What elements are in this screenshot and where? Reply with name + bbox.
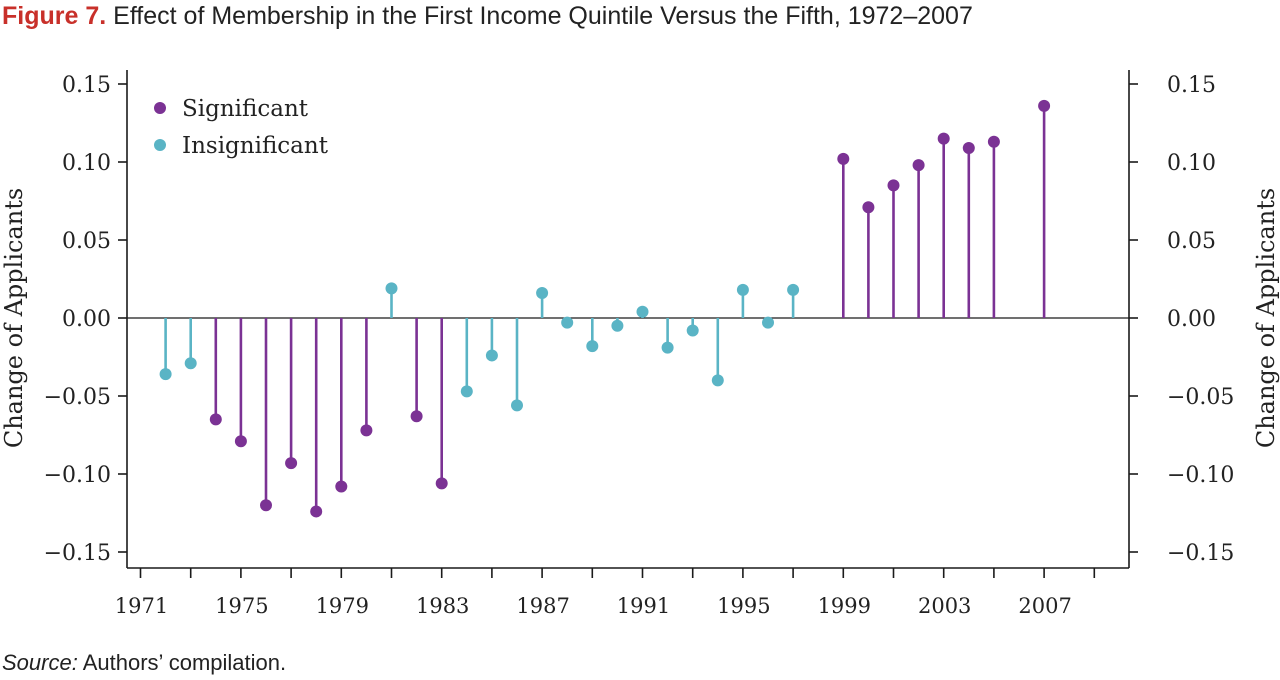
figure-title-text: Effect of Membership in the First Income… (113, 2, 973, 30)
data-point (536, 287, 549, 300)
source-text: Authors’ compilation. (82, 650, 287, 675)
stems (159, 99, 1051, 518)
data-point (987, 135, 1000, 148)
data-point (1038, 99, 1051, 112)
y-axis-title-left: Change of Applicants (0, 188, 28, 448)
legend-label: Significant (182, 96, 309, 122)
x-tick-label: 1991 (617, 594, 670, 618)
y-tick-label-left: 0.15 (62, 73, 111, 98)
x-tick-label: 2003 (918, 594, 971, 618)
y-tick-label-right: −0.15 (1167, 541, 1234, 566)
data-point (310, 505, 323, 518)
data-point (937, 132, 950, 145)
x-tick-label: 1975 (215, 594, 268, 618)
y-tick-label-left: 0.00 (62, 307, 111, 332)
legend-label: Insignificant (182, 133, 329, 159)
data-point (787, 283, 800, 296)
x-tick-label: 1999 (818, 594, 871, 618)
figure-label: Figure 7. (2, 2, 107, 30)
data-point (736, 283, 749, 296)
data-point (234, 435, 247, 448)
data-point (912, 159, 925, 172)
data-point (460, 385, 473, 398)
data-point (485, 349, 498, 362)
y-tick-label-right: 0.00 (1167, 307, 1216, 332)
data-point (285, 457, 298, 470)
y-tick-label-left: −0.10 (44, 463, 111, 488)
figure-title: Figure 7. Effect of Membership in the Fi… (2, 0, 973, 32)
data-point (184, 357, 197, 370)
source-label: Source: (2, 650, 78, 675)
y-tick-label-right: 0.10 (1167, 151, 1216, 176)
y-axis-title-right: Change of Applicants (1252, 188, 1280, 448)
data-point (636, 305, 649, 318)
stem-chart: 0.15 0.15 0.10 0.10 0.05 0.05 0.00 0.00 −0.05 −0.… (0, 70, 1280, 618)
x-tick-label: 1979 (316, 594, 369, 618)
data-point (511, 399, 523, 412)
legend-marker (154, 102, 166, 114)
data-point (561, 316, 574, 329)
y-tick-label-right: 0.15 (1167, 73, 1216, 98)
x-tick-label: 2007 (1018, 594, 1071, 618)
x-tick-label: 1995 (717, 594, 770, 618)
legend-marker (154, 139, 166, 151)
y-tick-label-right: 0.05 (1167, 229, 1216, 254)
axes: 0.15 0.15 0.10 0.10 0.05 0.05 0.00 0.00 −0.05 −0.… (0, 70, 1280, 618)
x-tick-label: 1983 (416, 594, 469, 618)
data-point (260, 499, 272, 512)
data-point (209, 413, 222, 426)
y-tick-label-right: −0.10 (1167, 463, 1234, 488)
data-point (586, 340, 599, 353)
y-tick-label-left: 0.10 (62, 151, 111, 176)
legend: Significant Insignificant (154, 96, 329, 159)
y-tick-label-left: −0.15 (44, 541, 111, 566)
y-tick-label-left: −0.05 (44, 385, 111, 410)
data-point (686, 324, 699, 337)
data-point (410, 410, 423, 423)
data-point (335, 480, 348, 493)
source-note: Source: Authors’ compilation. (2, 648, 286, 678)
data-point (887, 179, 900, 192)
data-point (962, 141, 975, 154)
x-tick-label: 1971 (115, 594, 168, 618)
data-point (862, 201, 875, 214)
x-tick-label: 1987 (516, 594, 569, 618)
y-tick-label-right: −0.05 (1167, 385, 1234, 410)
data-point (762, 316, 774, 329)
data-point (661, 341, 674, 354)
data-point (159, 368, 172, 381)
data-point (611, 319, 624, 332)
data-point (711, 374, 724, 387)
data-point (360, 424, 373, 437)
y-tick-label-left: 0.05 (62, 229, 111, 254)
data-point (385, 282, 398, 295)
data-point (837, 152, 850, 165)
data-point (435, 477, 448, 490)
